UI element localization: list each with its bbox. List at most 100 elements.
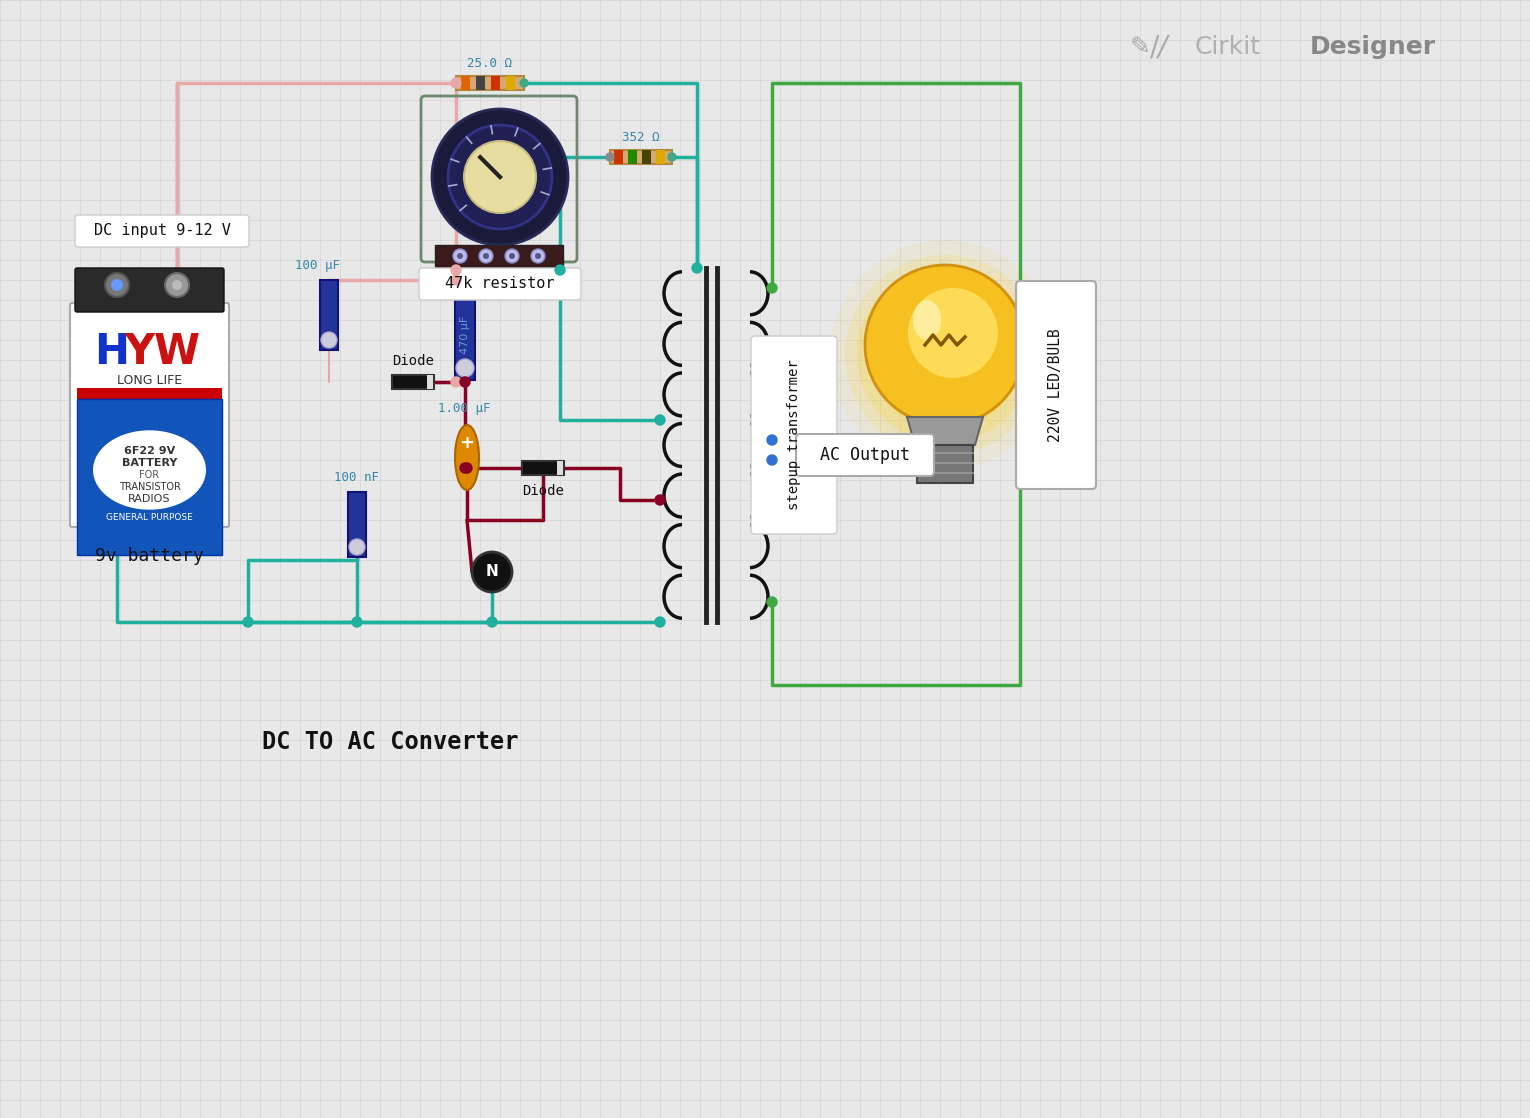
Circle shape: [531, 249, 545, 263]
Circle shape: [451, 78, 461, 88]
Polygon shape: [907, 417, 982, 445]
Text: YW: YW: [124, 331, 200, 373]
Circle shape: [349, 539, 366, 555]
Circle shape: [655, 617, 666, 627]
Circle shape: [692, 263, 702, 273]
Circle shape: [829, 240, 1060, 470]
Text: Designer: Designer: [1310, 35, 1437, 59]
Text: Cirkit: Cirkit: [1195, 35, 1261, 59]
Circle shape: [487, 617, 497, 627]
Circle shape: [479, 249, 493, 263]
Circle shape: [471, 552, 513, 593]
Circle shape: [871, 280, 1021, 430]
Circle shape: [464, 141, 536, 214]
Circle shape: [112, 280, 122, 291]
Bar: [392, 375, 435, 389]
Bar: [461, 76, 470, 91]
FancyBboxPatch shape: [796, 434, 933, 476]
Bar: [643, 150, 650, 164]
Circle shape: [457, 253, 464, 259]
Circle shape: [669, 153, 676, 161]
Circle shape: [321, 332, 337, 348]
Circle shape: [655, 495, 666, 505]
Text: DC input 9-12 V: DC input 9-12 V: [93, 224, 231, 238]
Text: 1.00 µF: 1.00 µF: [438, 402, 490, 415]
Circle shape: [520, 79, 528, 87]
Text: stepup transformer: stepup transformer: [786, 360, 802, 511]
Circle shape: [864, 265, 1025, 425]
Text: DC TO AC Converter: DC TO AC Converter: [262, 730, 519, 754]
Text: LONG LIFE: LONG LIFE: [116, 373, 182, 387]
Text: 47k resistor: 47k resistor: [445, 276, 555, 292]
Circle shape: [907, 288, 998, 378]
Circle shape: [243, 617, 252, 627]
Circle shape: [431, 108, 568, 245]
Bar: [610, 150, 672, 164]
Bar: [614, 150, 623, 164]
Text: RADIOS: RADIOS: [129, 494, 171, 504]
Circle shape: [767, 435, 777, 445]
Text: /: /: [1151, 34, 1160, 61]
Ellipse shape: [93, 432, 205, 509]
Bar: [476, 76, 485, 91]
Circle shape: [655, 415, 666, 425]
Circle shape: [483, 253, 490, 259]
FancyBboxPatch shape: [70, 303, 230, 527]
Circle shape: [509, 253, 516, 259]
Circle shape: [451, 79, 461, 87]
Text: 100 nF: 100 nF: [335, 471, 379, 484]
Bar: [522, 461, 565, 475]
Circle shape: [106, 273, 129, 297]
Text: H: H: [95, 331, 130, 373]
Circle shape: [453, 249, 467, 263]
Circle shape: [165, 273, 190, 297]
Text: TRANSISTOR: TRANSISTOR: [118, 482, 181, 492]
Circle shape: [451, 275, 461, 285]
Bar: [320, 280, 338, 350]
Circle shape: [845, 255, 1045, 455]
Circle shape: [505, 249, 519, 263]
Bar: [916, 445, 973, 483]
FancyBboxPatch shape: [75, 215, 249, 247]
Circle shape: [461, 463, 470, 473]
FancyBboxPatch shape: [419, 268, 581, 300]
Circle shape: [462, 463, 471, 473]
Ellipse shape: [913, 300, 941, 340]
Bar: [627, 150, 636, 164]
Circle shape: [767, 597, 777, 607]
Text: 25.0 Ω: 25.0 Ω: [468, 57, 513, 70]
Circle shape: [456, 359, 474, 377]
Circle shape: [461, 377, 470, 387]
Bar: [491, 76, 500, 91]
Text: N: N: [485, 565, 499, 579]
Text: 6F22 9V: 6F22 9V: [124, 446, 174, 456]
Text: ✎: ✎: [1129, 35, 1151, 59]
Bar: [656, 150, 666, 164]
Bar: [456, 76, 523, 91]
Bar: [427, 375, 433, 389]
Text: Diode: Diode: [392, 354, 435, 368]
Circle shape: [767, 455, 777, 465]
Bar: [76, 388, 222, 399]
Bar: [347, 492, 366, 557]
Text: BATTERY: BATTERY: [122, 458, 177, 468]
FancyBboxPatch shape: [751, 337, 837, 534]
Bar: [454, 290, 474, 380]
Bar: [435, 245, 563, 267]
Circle shape: [451, 265, 461, 275]
Circle shape: [451, 377, 461, 387]
Circle shape: [536, 253, 542, 259]
Text: 352 Ω: 352 Ω: [623, 131, 659, 144]
Bar: [76, 399, 222, 555]
Text: AC Output: AC Output: [820, 446, 910, 464]
Text: /: /: [1157, 34, 1167, 61]
Circle shape: [555, 265, 565, 275]
FancyBboxPatch shape: [75, 268, 223, 312]
Circle shape: [857, 267, 1033, 443]
Text: FOR: FOR: [139, 470, 159, 480]
Ellipse shape: [454, 425, 479, 490]
Circle shape: [606, 153, 614, 161]
Circle shape: [767, 283, 777, 293]
Circle shape: [171, 280, 182, 290]
Bar: [76, 271, 222, 310]
